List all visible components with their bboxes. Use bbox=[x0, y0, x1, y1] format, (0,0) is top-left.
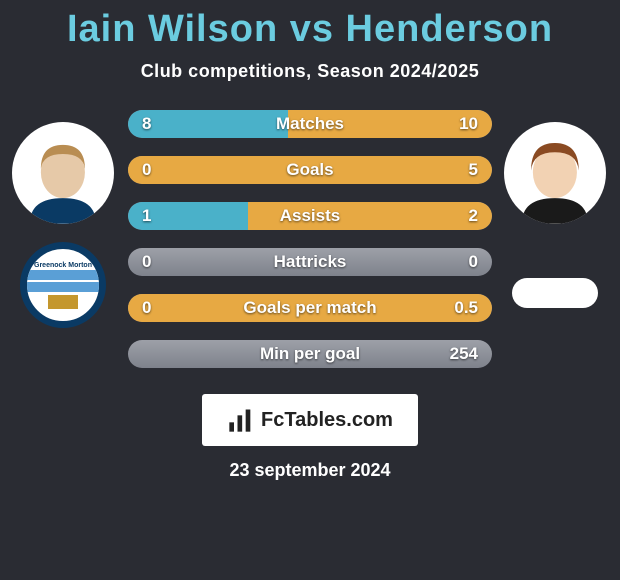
club-right-placeholder bbox=[512, 278, 598, 308]
stat-bar: 0Goals5 bbox=[128, 156, 492, 184]
person-icon bbox=[17, 132, 109, 224]
person-icon bbox=[509, 132, 601, 224]
brand-text: FcTables.com bbox=[261, 409, 393, 432]
player-right-avatar bbox=[504, 122, 606, 224]
left-column: Greenock Morton bbox=[8, 122, 118, 328]
stat-right-value: 254 bbox=[450, 344, 478, 364]
stat-right-value: 2 bbox=[469, 206, 478, 226]
stat-label: Goals bbox=[128, 160, 492, 180]
wave-icon bbox=[27, 282, 99, 292]
stat-label: Matches bbox=[128, 114, 492, 134]
stats-bars: 8Matches100Goals51Assists20Hattricks00Go… bbox=[128, 110, 492, 368]
stat-bar: 1Assists2 bbox=[128, 202, 492, 230]
club-name-text: Greenock Morton bbox=[34, 262, 92, 269]
stat-label: Hattricks bbox=[128, 252, 492, 272]
stat-bar: 8Matches10 bbox=[128, 110, 492, 138]
page-title: Iain Wilson vs Henderson bbox=[0, 0, 620, 51]
stat-bar: 0Hattricks0 bbox=[128, 248, 492, 276]
stat-label: Min per goal bbox=[128, 344, 492, 364]
club-left-logo: Greenock Morton bbox=[20, 242, 106, 328]
page-subtitle: Club competitions, Season 2024/2025 bbox=[0, 61, 620, 82]
chart-icon bbox=[227, 406, 255, 434]
footer-date: 23 september 2024 bbox=[0, 460, 620, 481]
right-column bbox=[500, 122, 610, 308]
brand-badge: FcTables.com bbox=[202, 394, 418, 446]
stat-label: Goals per match bbox=[128, 298, 492, 318]
stat-label: Assists bbox=[128, 206, 492, 226]
stat-right-value: 10 bbox=[459, 114, 478, 134]
stat-bar: 0Goals per match0.5 bbox=[128, 294, 492, 322]
player-left-avatar bbox=[12, 122, 114, 224]
wave-icon bbox=[27, 270, 99, 280]
stat-right-value: 0 bbox=[469, 252, 478, 272]
stat-right-value: 5 bbox=[469, 160, 478, 180]
stat-bar: Min per goal254 bbox=[128, 340, 492, 368]
stat-right-value: 0.5 bbox=[454, 298, 478, 318]
ship-icon bbox=[48, 295, 78, 309]
